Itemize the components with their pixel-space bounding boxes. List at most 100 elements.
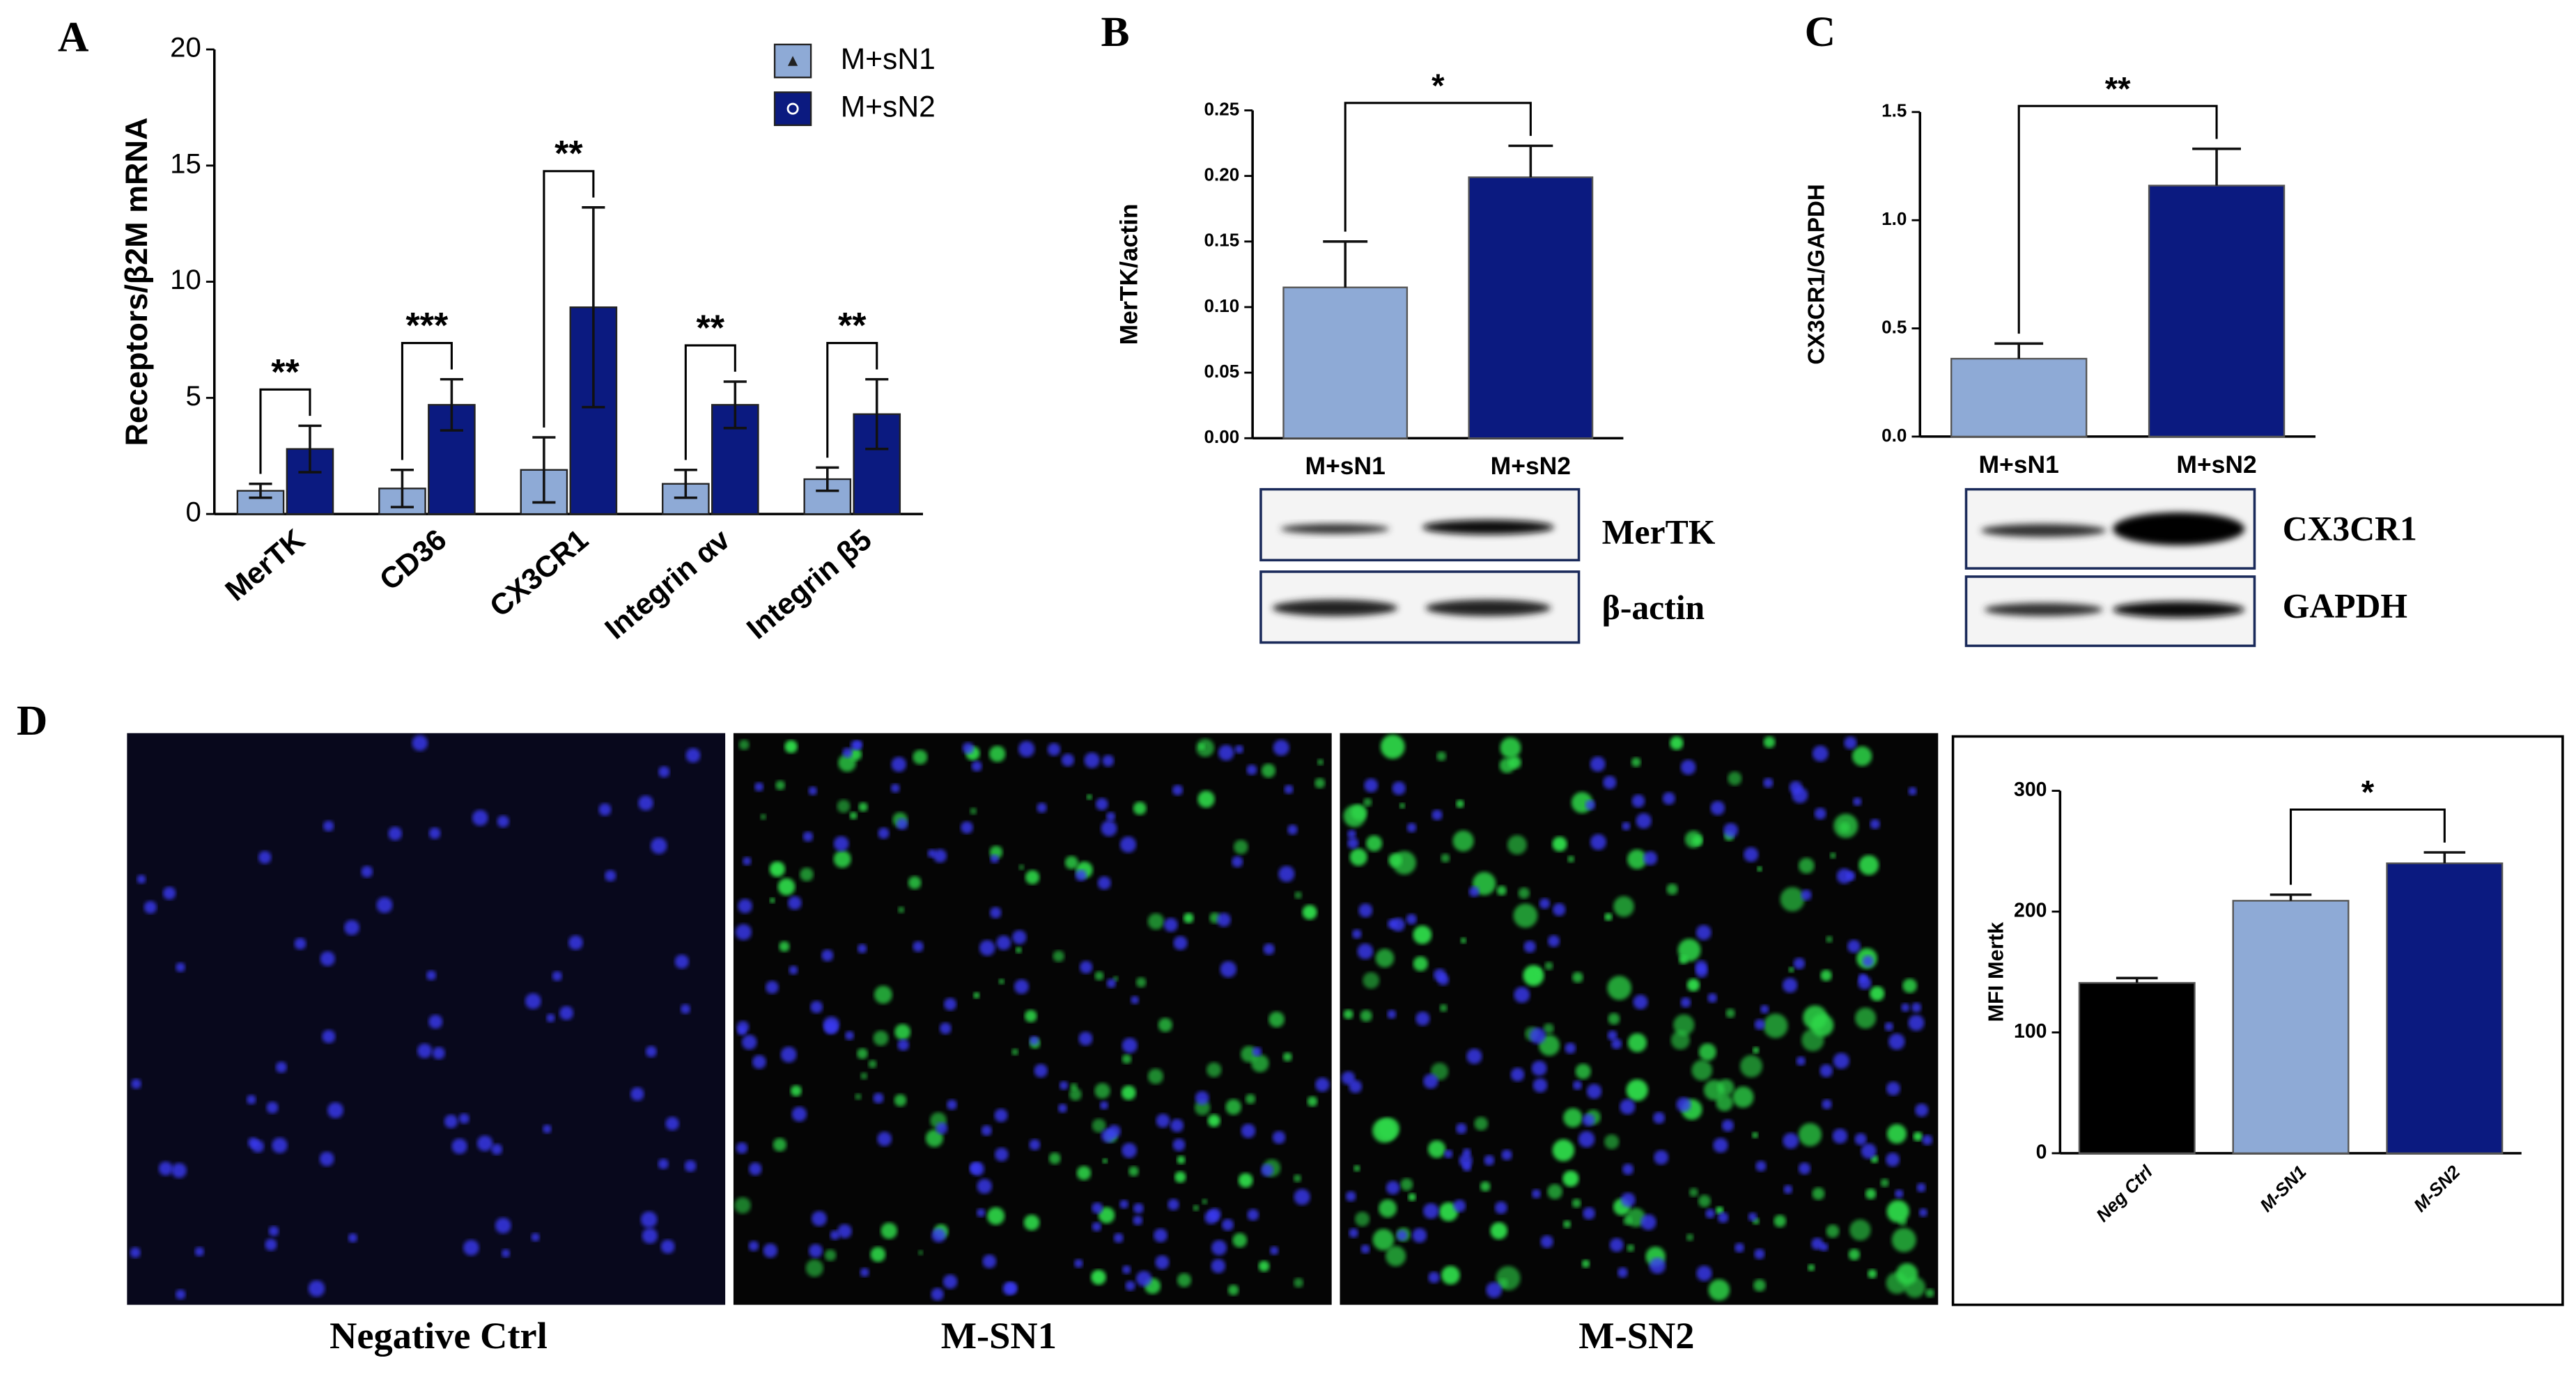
nucleus xyxy=(873,1093,884,1104)
nucleus xyxy=(1119,1199,1128,1209)
green-cell xyxy=(1076,1166,1092,1180)
nucleus xyxy=(996,935,1011,951)
nucleus xyxy=(1590,834,1606,850)
nucleus xyxy=(388,827,403,841)
green-cell xyxy=(1763,736,1776,749)
nucleus xyxy=(1633,994,1648,1010)
nucleus xyxy=(1836,868,1852,884)
nucleus xyxy=(552,971,562,981)
green-cell xyxy=(1091,1270,1106,1285)
nucleus xyxy=(1789,781,1803,795)
green-cell xyxy=(1622,1216,1633,1226)
green-cell xyxy=(838,754,856,772)
green-cell xyxy=(1752,1132,1758,1139)
image-caption: M-SN1 xyxy=(941,1315,1057,1357)
green-cell xyxy=(1363,797,1372,807)
nucleus xyxy=(1510,1068,1525,1082)
nucleus xyxy=(598,803,612,816)
nucleus xyxy=(268,1226,279,1237)
nucleus xyxy=(752,1054,766,1069)
green-cell xyxy=(894,1094,907,1107)
significance-label: * xyxy=(1431,68,1445,104)
blot-band xyxy=(1984,602,2103,616)
green-cell xyxy=(1698,1043,1716,1061)
nucleus xyxy=(857,944,867,953)
green-cell xyxy=(1870,986,1885,1001)
nucleus xyxy=(1105,811,1116,822)
nucleus xyxy=(1315,1077,1330,1092)
nucleus xyxy=(1755,1160,1767,1172)
nucleus xyxy=(546,1013,555,1022)
x-tick-label: MerTK xyxy=(219,523,311,608)
nucleus xyxy=(1833,1052,1849,1069)
nucleus xyxy=(497,815,509,828)
blot-band xyxy=(2113,601,2245,618)
green-cell xyxy=(769,861,786,877)
blot-band xyxy=(2113,512,2245,546)
nucleus xyxy=(1922,1134,1933,1146)
green-cell xyxy=(1207,1114,1220,1127)
green-cell xyxy=(880,1222,898,1240)
blot-label: MerTK xyxy=(1602,513,1716,551)
green-cell xyxy=(1508,756,1521,770)
green-cell xyxy=(1757,866,1762,872)
nucleus xyxy=(1029,1036,1039,1045)
green-cell xyxy=(1094,1083,1110,1099)
nucleus xyxy=(1106,978,1117,988)
green-cell xyxy=(873,1030,889,1046)
nucleus xyxy=(1133,1215,1143,1226)
significance-bracket xyxy=(1344,102,1532,232)
nucleus xyxy=(1854,1133,1867,1146)
green-cell xyxy=(1886,1124,1907,1144)
green-cell xyxy=(1158,1017,1172,1032)
green-cell xyxy=(1456,799,1464,809)
green-cell xyxy=(1581,1259,1590,1268)
nucleus xyxy=(1590,756,1606,772)
green-cell xyxy=(973,992,980,999)
y-tick-label: 300 xyxy=(2014,779,2047,801)
nucleus xyxy=(531,1233,540,1242)
nucleus xyxy=(890,783,900,793)
nucleus xyxy=(1034,1063,1048,1078)
nucleus xyxy=(1122,1143,1137,1158)
nucleus xyxy=(1122,1265,1131,1274)
nucleus xyxy=(1287,825,1298,835)
nucleus xyxy=(1748,1212,1758,1221)
green-cell xyxy=(1098,1207,1115,1224)
green-cell xyxy=(1543,1023,1554,1034)
green-cell xyxy=(1202,1199,1208,1205)
nucleus xyxy=(1012,930,1027,944)
nucleus xyxy=(158,1161,173,1176)
y-tick-label: 200 xyxy=(2014,900,2047,922)
significance-label: * xyxy=(2361,774,2375,811)
green-cell xyxy=(849,811,858,820)
green-cell xyxy=(1686,1233,1694,1242)
green-cell xyxy=(1678,955,1688,965)
nucleus xyxy=(854,740,863,749)
green-cell xyxy=(1379,1199,1397,1218)
nucleus xyxy=(1075,869,1087,882)
green-cell xyxy=(1413,926,1432,944)
nucleus xyxy=(361,866,373,878)
nucleus xyxy=(1494,1201,1507,1215)
nucleus xyxy=(1886,1153,1900,1167)
nucleus xyxy=(877,1132,892,1146)
nucleus xyxy=(1387,1010,1397,1019)
nucleus xyxy=(1853,797,1862,806)
nucleus xyxy=(754,782,764,792)
nucleus xyxy=(130,1247,141,1258)
nucleus xyxy=(1345,1191,1356,1202)
green-cell xyxy=(1441,1265,1460,1285)
nucleus xyxy=(1916,1182,1926,1192)
green-cell xyxy=(1147,913,1165,930)
blot-band xyxy=(1425,600,1551,616)
x-tick-label: M+sN1 xyxy=(1305,452,1386,480)
green-cell xyxy=(1023,1215,1040,1231)
nucleus xyxy=(1607,1030,1617,1040)
nucleus xyxy=(977,1208,986,1217)
green-cell xyxy=(1380,734,1405,759)
nucleus xyxy=(944,997,957,1011)
green-cell xyxy=(857,1048,868,1059)
nucleus xyxy=(428,827,441,839)
